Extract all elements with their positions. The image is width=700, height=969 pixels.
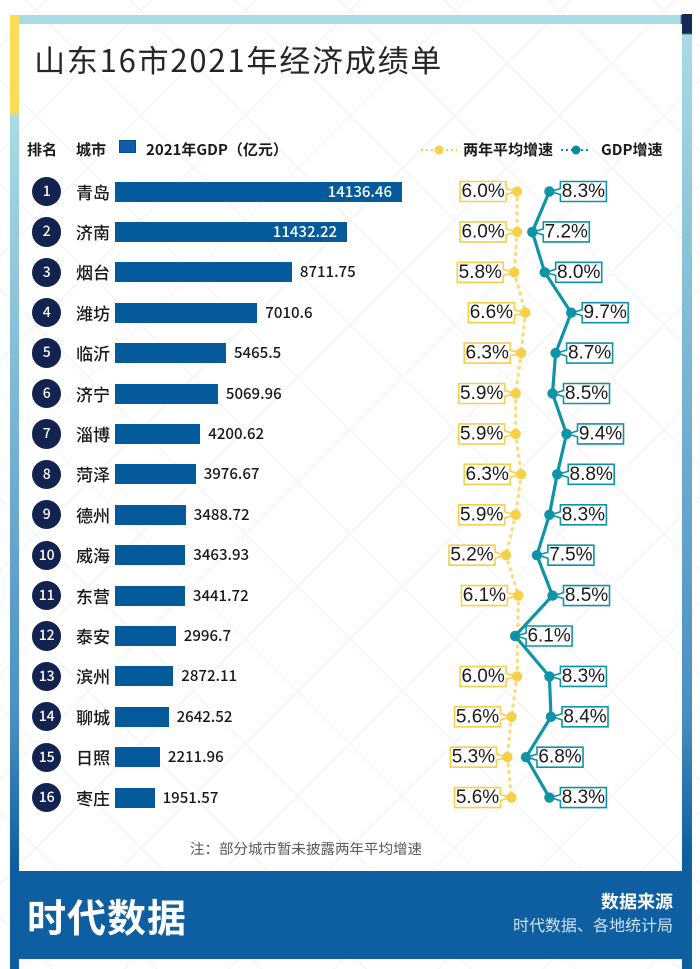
svg-text:5.8%: 5.8% — [459, 262, 502, 283]
svg-text:5.9%: 5.9% — [460, 383, 503, 404]
svg-text:6.0%: 6.0% — [461, 666, 504, 687]
svg-text:8.5%: 8.5% — [565, 383, 608, 404]
svg-text:6.1%: 6.1% — [527, 626, 570, 647]
svg-text:5.2%: 5.2% — [450, 545, 493, 566]
svg-text:6.0%: 6.0% — [461, 221, 504, 242]
svg-text:8.0%: 8.0% — [557, 262, 600, 283]
svg-text:8.4%: 8.4% — [563, 706, 606, 727]
svg-text:8.3%: 8.3% — [562, 181, 605, 202]
svg-text:8.3%: 8.3% — [562, 666, 605, 687]
svg-text:5.6%: 5.6% — [456, 706, 499, 727]
svg-text:5.9%: 5.9% — [460, 423, 503, 444]
svg-text:9.4%: 9.4% — [579, 423, 622, 444]
svg-text:8.7%: 8.7% — [568, 343, 611, 364]
svg-text:6.3%: 6.3% — [466, 343, 509, 364]
svg-text:5.3%: 5.3% — [452, 747, 495, 768]
svg-text:6.0%: 6.0% — [461, 181, 504, 202]
svg-text:6.1%: 6.1% — [463, 585, 506, 606]
svg-text:6.8%: 6.8% — [538, 747, 581, 768]
svg-text:8.3%: 8.3% — [562, 504, 605, 525]
svg-text:6.3%: 6.3% — [466, 464, 509, 485]
svg-text:9.7%: 9.7% — [584, 302, 627, 323]
svg-text:7.5%: 7.5% — [549, 545, 592, 566]
svg-text:8.3%: 8.3% — [562, 787, 605, 808]
svg-text:5.6%: 5.6% — [456, 787, 499, 808]
svg-text:8.8%: 8.8% — [570, 464, 613, 485]
svg-text:6.6%: 6.6% — [470, 302, 513, 323]
svg-text:8.5%: 8.5% — [565, 585, 608, 606]
svg-text:5.9%: 5.9% — [460, 504, 503, 525]
svg-text:7.2%: 7.2% — [545, 221, 588, 242]
